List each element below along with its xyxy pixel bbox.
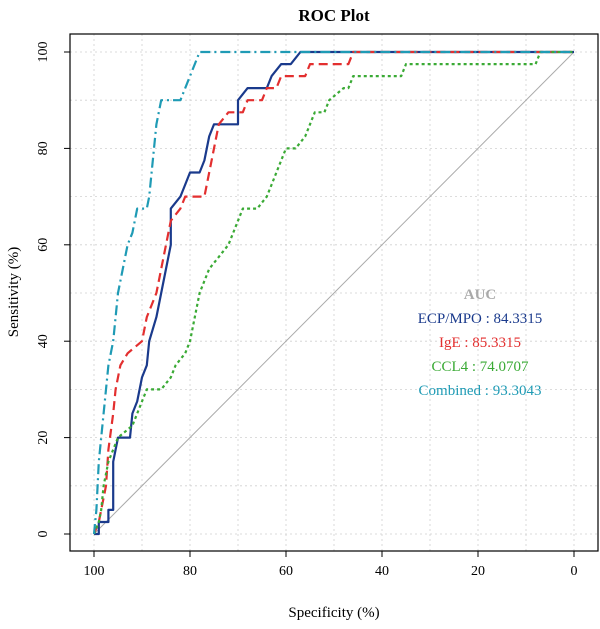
y-tick-label: 80 xyxy=(36,141,51,155)
series-line-combined xyxy=(92,50,574,535)
reference-diagonal xyxy=(93,51,575,535)
x-tick-label: 40 xyxy=(375,564,389,579)
x-tick-label: 100 xyxy=(84,564,105,579)
series-line-ccl4 xyxy=(92,50,574,535)
series-line-ige xyxy=(92,50,574,535)
legend-entry-ecp-mpo: ECP/MPO : 84.3315 xyxy=(418,311,543,327)
legend-entry-combined: Combined : 93.3043 xyxy=(419,383,542,399)
y-tick-label: 0 xyxy=(36,531,51,538)
axes: 100 80 60 40 20 0 0 20 40 60 80 100 xyxy=(36,42,578,580)
chart-title: ROC Plot xyxy=(298,6,370,25)
legend-entry-ccl4: CCL4 : 74.0707 xyxy=(431,359,529,375)
x-tick-label: 60 xyxy=(279,564,293,579)
plot-frame xyxy=(69,33,599,552)
x-tick-label: 80 xyxy=(183,564,197,579)
y-tick-label: 100 xyxy=(36,42,51,63)
x-axis-label: Specificity (%) xyxy=(288,605,379,621)
y-tick-label: 20 xyxy=(36,431,51,445)
x-tick-label: 0 xyxy=(571,564,578,579)
legend-entry-ige: IgE : 85.3315 xyxy=(439,335,521,351)
y-tick-label: 60 xyxy=(36,238,51,252)
y-tick-label: 40 xyxy=(36,334,51,348)
series-line-ecp-mpo xyxy=(94,50,574,536)
y-axis-label: Sensitivity (%) xyxy=(6,247,22,337)
reference-line xyxy=(93,51,575,535)
legend-title: AUC xyxy=(464,287,497,303)
x-tick-label: 20 xyxy=(471,564,485,579)
series-group xyxy=(92,50,574,536)
legend: AUC ECP/MPO : 84.3315 IgE : 85.3315 CCL4… xyxy=(418,287,543,399)
